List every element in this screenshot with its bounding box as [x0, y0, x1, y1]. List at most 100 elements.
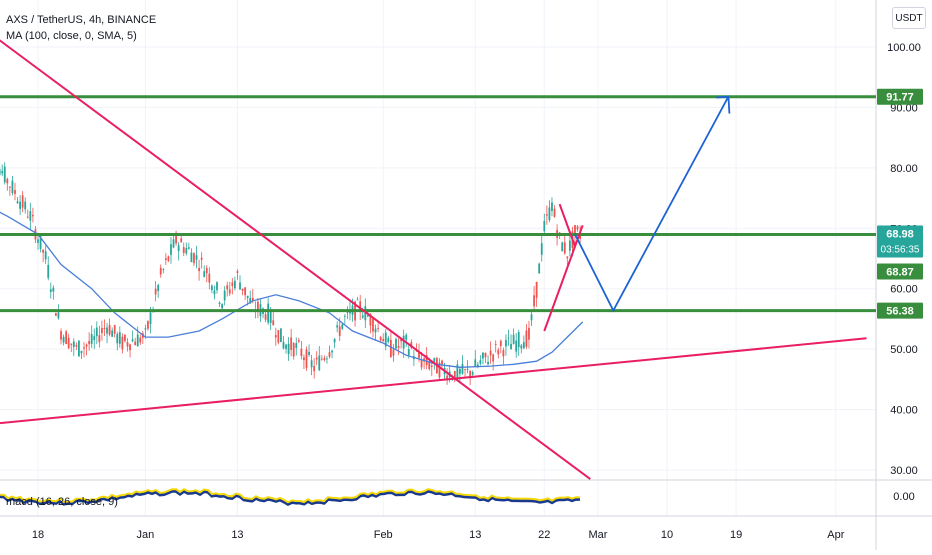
- price-candle-body: [474, 359, 477, 368]
- price-candle-body: [14, 190, 16, 194]
- price-candle-body: [157, 285, 160, 292]
- trendline[interactable]: [0, 337, 867, 425]
- price-candle-body: [282, 341, 285, 349]
- price-candle-body: [54, 313, 57, 316]
- price-candle-body: [19, 201, 22, 209]
- price-candle-body: [60, 331, 62, 340]
- price-candle-body: [113, 325, 116, 334]
- price-candle-body: [205, 268, 208, 274]
- price-candle-body: [85, 344, 88, 347]
- price-candle-body: [525, 330, 528, 347]
- price-candle-body: [405, 334, 408, 340]
- price-candle-body: [356, 299, 359, 301]
- price-candle-body: [420, 359, 423, 368]
- price-candle-body: [121, 336, 124, 350]
- price-axis-tick-label: 60.00: [890, 284, 918, 296]
- price-candle-body: [129, 344, 131, 351]
- price-candle-body: [499, 340, 502, 347]
- price-axis-label-box: [877, 302, 923, 319]
- price-candle-body: [540, 243, 543, 255]
- price-candle-body: [433, 357, 436, 362]
- time-axis-tick-label: 10: [661, 529, 673, 541]
- price-candle-body: [246, 295, 249, 298]
- price-candle-body: [93, 336, 96, 341]
- price-candle-body: [538, 263, 541, 274]
- price-candle-body: [497, 349, 500, 355]
- price-candle-body: [459, 368, 461, 374]
- price-candle-body: [126, 342, 129, 347]
- price-candle-body: [111, 330, 114, 337]
- price-candle-body: [369, 314, 372, 326]
- price-candle-body: [272, 320, 275, 325]
- time-axis-tick-label: 19: [730, 529, 742, 541]
- price-candle-body: [216, 282, 218, 291]
- price-candle-body: [98, 335, 101, 343]
- price-candle-body: [359, 301, 362, 312]
- price-candle-body: [264, 314, 267, 320]
- trendline[interactable]: [543, 224, 584, 332]
- price-axis-label: 68.98: [886, 228, 914, 240]
- price-candle-body: [42, 249, 45, 253]
- price-candle-body: [39, 235, 42, 249]
- price-candle-body: [251, 297, 254, 302]
- price-candle-body: [441, 360, 443, 365]
- price-candle-body: [545, 214, 548, 216]
- price-axis-tick-label: 40.00: [890, 405, 918, 417]
- price-candle-body: [3, 166, 6, 183]
- price-candle-body: [106, 327, 108, 334]
- price-axis-tick-label: 80.00: [890, 163, 918, 175]
- price-candle-body: [182, 247, 185, 254]
- time-axis-tick-label: Mar: [589, 529, 608, 541]
- price-candle-body: [507, 337, 510, 339]
- price-candle-body: [374, 328, 377, 333]
- price-candle-body: [185, 248, 188, 254]
- price-candle-body: [323, 357, 326, 361]
- price-candle-body: [505, 339, 507, 347]
- price-candle-body: [218, 302, 221, 304]
- price-candle-body: [139, 337, 142, 343]
- price-candle-body: [108, 324, 111, 335]
- price-candle-body: [492, 354, 495, 362]
- price-axis-label-box: [877, 88, 923, 105]
- price-candle-body: [175, 232, 177, 244]
- macd-indicator-label: macd (16, 26, close, 9): [6, 496, 118, 508]
- price-candle-body: [389, 340, 392, 358]
- price-candle-body: [297, 340, 300, 342]
- price-candle-body: [57, 312, 60, 319]
- price-candle-body: [6, 179, 9, 184]
- price-candle-body: [313, 366, 316, 372]
- price-candle-body: [469, 370, 472, 377]
- currency-unit-button[interactable]: USDT: [892, 7, 926, 29]
- price-candle-body: [190, 252, 193, 263]
- trendline[interactable]: [558, 203, 576, 247]
- price-candle-body: [200, 257, 203, 260]
- price-candle-body: [482, 352, 484, 359]
- price-candle-body: [566, 256, 569, 259]
- price-candle-body: [162, 269, 165, 271]
- price-candle-body: [528, 327, 530, 340]
- price-candle-body: [320, 358, 323, 360]
- trendline[interactable]: [0, 29, 591, 480]
- price-candle-body: [533, 295, 535, 307]
- price-candle-body: [164, 258, 167, 260]
- countdown-label: 03:56:35: [881, 244, 920, 255]
- time-axis-tick-label: 22: [538, 529, 550, 541]
- price-candle-body: [29, 211, 32, 221]
- price-candle-body: [21, 195, 24, 208]
- price-candle-body: [341, 324, 344, 329]
- price-axis-label: 68.87: [886, 266, 914, 278]
- projection-path[interactable]: [574, 96, 730, 313]
- price-candle-body: [49, 289, 52, 292]
- price-candle-body: [328, 352, 331, 357]
- price-candle-body: [16, 201, 19, 204]
- price-candle-body: [24, 201, 27, 210]
- time-axis-tick-label: 18: [32, 529, 44, 541]
- macd-line: [0, 488, 581, 506]
- price-axis-label: 91.77: [886, 92, 914, 104]
- price-candle-body: [517, 332, 520, 348]
- price-candle-body: [149, 312, 152, 324]
- price-candle-body: [535, 281, 538, 298]
- price-candle-body: [305, 349, 308, 368]
